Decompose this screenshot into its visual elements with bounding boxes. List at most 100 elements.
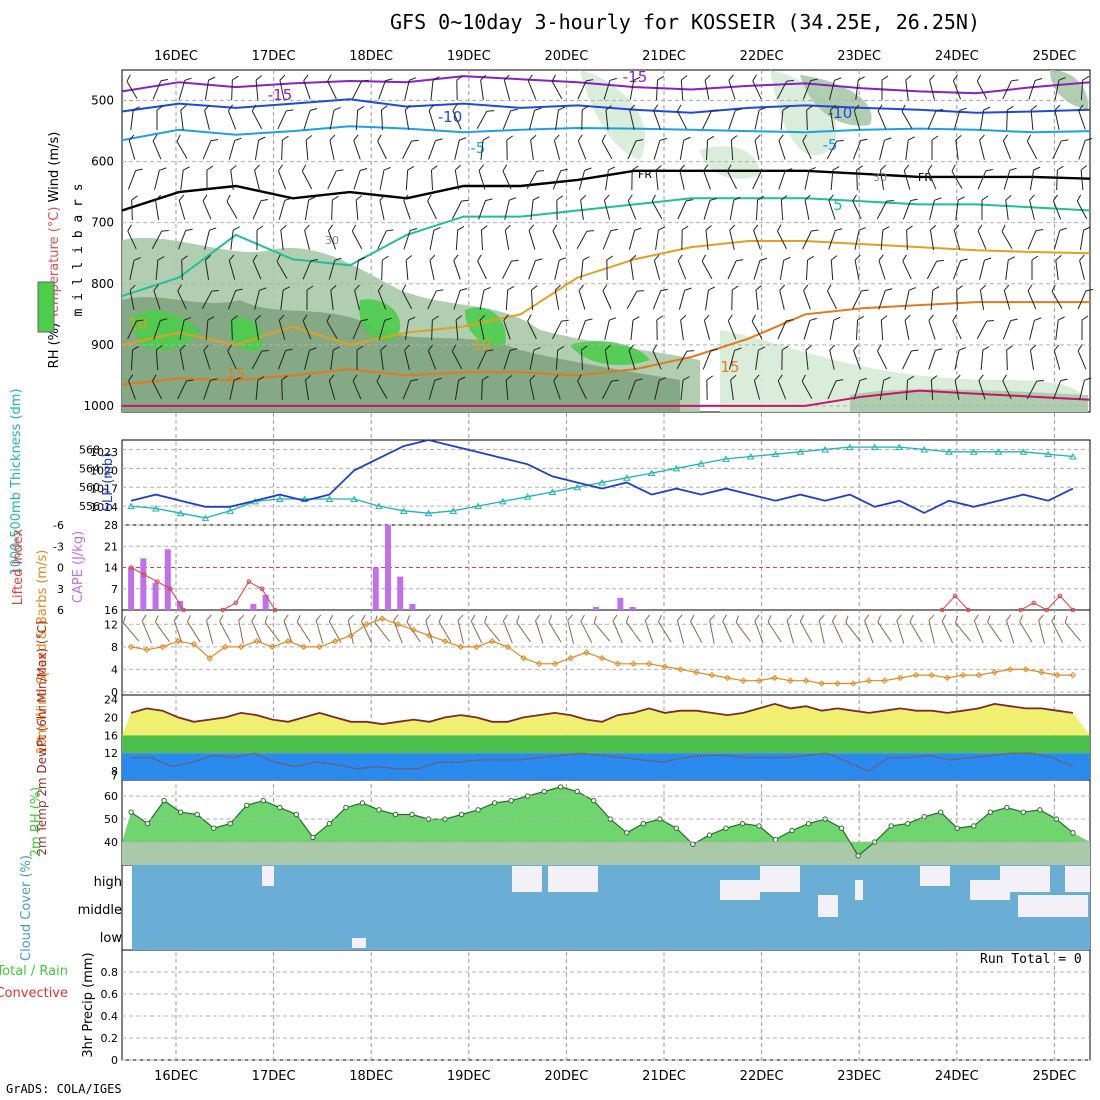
wind-barb-flag [1081,315,1089,321]
wind-barb-flag [803,284,809,291]
rh2m-marker [1004,804,1010,811]
wind-barb [428,377,442,400]
wind-barb-staff [131,199,133,221]
wind-barb [1053,227,1067,250]
wind-barb-staff [930,289,934,311]
wind-barb [728,74,736,100]
wind-barb-flag [507,286,515,291]
wind-barb-flag [561,319,569,322]
wind-barb-staff [905,80,909,100]
wind-barb-staff [929,80,935,100]
wind-barb [130,345,139,371]
wind-barb [204,254,212,280]
rh2m-tick-label: 50 [104,813,118,826]
wind-barb [680,75,688,101]
wind-barb-flag [786,79,794,82]
surface-wind-barb [722,614,733,644]
wind-barb-flag [932,286,940,291]
surface-wind-barb-staff [1019,621,1033,643]
wind-barb [255,75,263,101]
date-tick-top: 23DEC [837,49,881,64]
surface-wind-barb-staff [941,620,954,644]
wind-barb [777,319,794,340]
surface-wind-barb-staff [1064,622,1082,642]
wind-barb-flag [1035,228,1044,232]
wind-barb-staff [301,170,313,190]
wind-barb [605,166,616,190]
wind-barb-flag [551,74,556,82]
wind-barb-staff [778,170,786,190]
wind-barb [354,256,366,280]
wind-barb-staff [326,321,338,339]
wind-barb-staff [455,229,459,251]
wind-barb-staff [976,320,988,340]
wind-barb-flag [329,134,336,141]
wind-barb-staff [926,260,938,280]
wind-barb [252,198,269,220]
surface-wind-barb-flag [457,614,464,621]
wind-barb-flag [411,139,419,142]
wind-barb-staff [1080,169,1084,191]
upper-axis-labels: RH (%) Temperature (°C) Wind (m/s) [47,132,62,369]
rh2m-marker [475,807,481,813]
wind-barb-flag [1054,104,1061,111]
wind-barb-staff [627,200,637,220]
wind-speed-marker [928,671,935,679]
wind-barb-flag [432,315,439,321]
wind-barb-flag [206,165,214,171]
wind-barb [404,316,416,340]
wind-barb-staff [878,290,886,310]
thickness-marker [201,514,210,521]
wind-barb-staff [1078,110,1086,130]
wind-barb-staff [304,380,310,400]
wind-barb-flag [785,319,794,322]
surface-wind-barb [973,614,984,644]
wind-barb-flag [281,375,288,381]
wind-barb-flag [1029,194,1035,201]
wind-speed-marker [127,643,135,651]
wind-barb-flag [885,288,893,292]
wind-barb-flag [704,74,711,81]
thickness-marker [226,507,235,514]
wind-barb-staff [176,141,188,159]
wind-barb-staff [880,319,884,341]
date-tick-top: 20DEC [544,49,588,64]
rh2m-marker [558,784,564,790]
wind-barb-flag [506,135,514,141]
li-axis-label: Lifted Index [11,528,26,605]
wind-barb-staff [705,230,709,250]
wind-barb-flag [604,194,610,201]
wind-barb-staff [279,80,285,100]
rh-axis-label: RH (%) [47,323,62,368]
wind-barb-staff [755,199,759,221]
wind-barb [630,316,640,340]
wind-barb [555,346,565,371]
wind-barb-flag [930,375,938,381]
li-marker [1031,600,1037,606]
surface-wind-barb [406,615,421,643]
wind-barb [854,254,861,280]
wind-barb [956,285,963,311]
rh2m-marker [838,825,845,831]
wind-barb-flag [985,168,994,172]
wind-barb-staff [179,350,185,370]
surface-wind-barb-staff [406,621,421,643]
wind-barb-flag [127,224,132,232]
wind-barb-staff [727,260,737,280]
wind-barb-flag [252,254,258,262]
cloud-clear-patch [1065,866,1090,892]
wind-barb-staff [354,260,360,280]
wind-barb-staff [929,200,935,220]
wind-barb [503,74,511,100]
wind-barb [231,75,239,101]
thickness-marker [375,502,383,510]
surface-wind-barb-staff [987,621,1002,643]
wind-barb-flag [334,257,342,261]
wind-barb [580,256,590,280]
wind-barb-staff [828,200,836,220]
thickness-marker [424,509,433,517]
wind-barb [528,107,542,130]
wind-barb-staff [803,290,811,310]
surface-wind-barb-flag [722,614,727,622]
wind-barb-staff [304,350,310,370]
